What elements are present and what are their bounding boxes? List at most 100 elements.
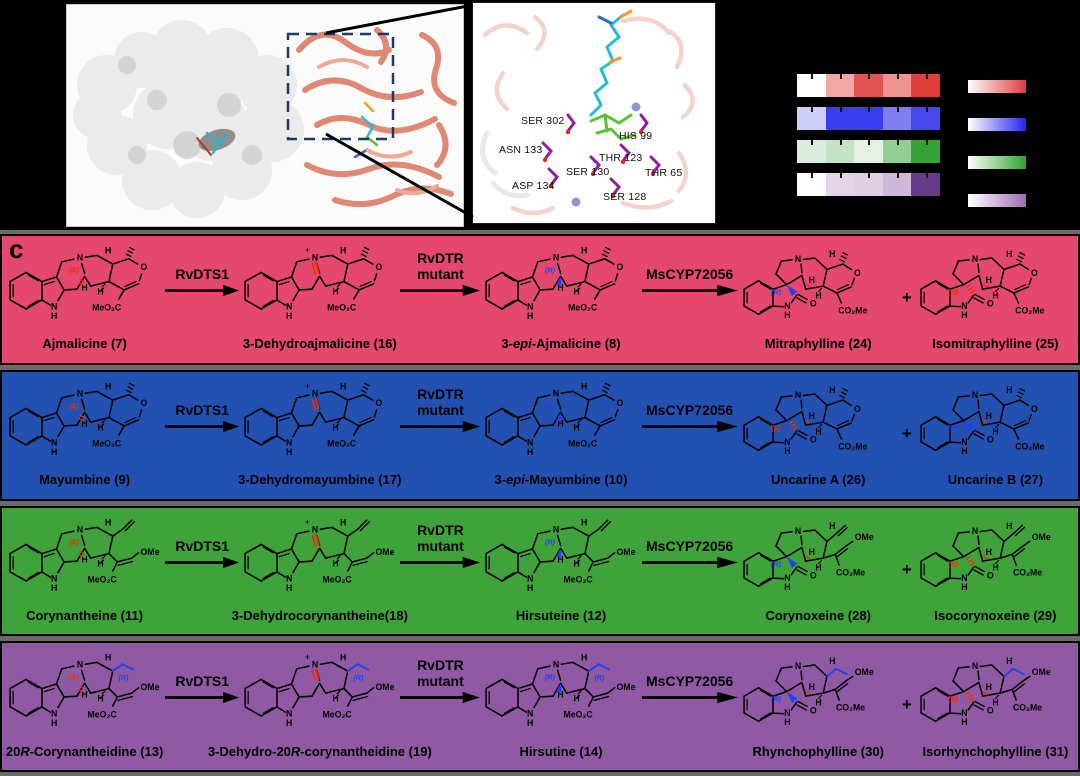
- svg-text:CO₂Me: CO₂Me: [836, 567, 865, 577]
- svg-text:OMe: OMe: [854, 667, 873, 677]
- svg-text:H: H: [81, 554, 87, 564]
- svg-text:(R): (R): [595, 673, 606, 682]
- reaction-arrow: RvDTR mutant: [400, 372, 481, 433]
- svg-text:(R): (R): [545, 673, 556, 682]
- svg-text:O: O: [376, 262, 383, 272]
- panel-c-rows: N H N H H (S) H O MeO₂C Ajmalicine (7) RvDTS1 N H N H H…: [0, 230, 1080, 776]
- reaction-row: N H N H H (S) H (R) OMe MeO₂C 20R-Corynantheidine …: [0, 641, 1080, 772]
- svg-text:H: H: [81, 283, 87, 293]
- svg-text:H: H: [286, 582, 292, 592]
- compound-name: Isocorynoxeine (29): [934, 607, 1057, 623]
- svg-text:N: N: [961, 572, 967, 582]
- svg-text:N: N: [784, 437, 790, 447]
- svg-text:N: N: [312, 252, 318, 262]
- active-site-graphic: [480, 9, 695, 216]
- buried-ligand-sticks: [205, 131, 227, 155]
- tick-mark: [868, 140, 871, 145]
- svg-text:H: H: [581, 653, 587, 663]
- svg-text:(S): (S): [948, 559, 958, 568]
- svg-text:H: H: [333, 287, 339, 297]
- svg-text:(S): (S): [948, 695, 958, 704]
- svg-text:H: H: [340, 381, 346, 391]
- svg-text:H: H: [97, 694, 103, 704]
- faint-ribbons: [482, 14, 695, 216]
- colorbar-blue: [966, 116, 1028, 133]
- compound: N H O (R) N H H H OMe CO₂Me Rhynchophylline (30): [738, 643, 899, 759]
- heatmap-cell: [882, 173, 912, 196]
- heatmap-cell: [797, 173, 826, 196]
- heatmap-cell: [854, 107, 883, 130]
- svg-text:H: H: [985, 411, 991, 421]
- svg-text:MeO₂C: MeO₂C: [564, 710, 594, 720]
- compound-name: Mitraphylline (24): [764, 336, 872, 352]
- svg-text:MeO₂C: MeO₂C: [568, 302, 598, 312]
- svg-text:H: H: [815, 698, 821, 708]
- svg-text:H: H: [829, 249, 835, 259]
- svg-text:N: N: [795, 525, 801, 535]
- panel-c-label: c: [9, 234, 24, 264]
- svg-text:O: O: [809, 570, 816, 580]
- svg-text:OMe: OMe: [854, 531, 873, 541]
- plus-sign: +: [901, 559, 912, 579]
- arrow-icon: [641, 285, 738, 297]
- svg-text:N: N: [553, 252, 559, 262]
- svg-text:MeO₂C: MeO₂C: [564, 574, 594, 584]
- heatmap-cell: [882, 107, 912, 130]
- svg-text:O: O: [1031, 404, 1038, 414]
- arrow-icon: [165, 285, 240, 297]
- compound: N H N H H + (R) OMe MeO₂C 3-Dehydro-20R-corynanth…: [208, 643, 432, 759]
- svg-text:MeO₂C: MeO₂C: [327, 438, 357, 448]
- residue-label: ASN 133: [499, 144, 543, 156]
- svg-text:O: O: [854, 268, 861, 278]
- svg-text:+: +: [305, 653, 310, 662]
- reaction-arrow: RvDTR mutant: [400, 236, 481, 297]
- compound: N H N H H (S) H OMe MeO₂C Corynantheine (11): [4, 508, 165, 623]
- svg-text:N: N: [527, 709, 533, 719]
- heatmap-cell: [825, 140, 855, 163]
- tick-mark: [811, 140, 814, 145]
- residue-label: HIS 99: [619, 130, 653, 142]
- svg-text:(R): (R): [545, 537, 556, 546]
- enzyme-label: RvDTR mutant: [417, 521, 464, 554]
- svg-text:N: N: [553, 660, 559, 670]
- svg-text:OMe: OMe: [1032, 531, 1051, 541]
- svg-text:N: N: [286, 573, 292, 583]
- svg-text:O: O: [809, 299, 816, 309]
- reaction-arrow: RvDTR mutant: [400, 508, 481, 569]
- colorbar-legend: [966, 78, 1028, 230]
- svg-text:O: O: [809, 434, 816, 444]
- svg-text:H: H: [784, 717, 790, 727]
- svg-text:O: O: [617, 398, 624, 408]
- svg-text:H: H: [1006, 249, 1012, 259]
- svg-text:H: H: [558, 418, 564, 428]
- residue-sticks: [541, 113, 661, 197]
- reaction-arrow: MsCYP72056: [641, 372, 738, 433]
- svg-text:(S): (S): [69, 537, 79, 546]
- heatmap-cell: [854, 74, 883, 97]
- svg-text:H: H: [286, 311, 292, 321]
- svg-text:H: H: [558, 554, 564, 564]
- heatmap-cell: [882, 74, 912, 97]
- compound-name: Ajmalicine (7): [42, 336, 127, 352]
- svg-text:H: H: [527, 582, 533, 592]
- svg-text:H: H: [784, 446, 790, 456]
- svg-text:N: N: [553, 388, 559, 398]
- enzyme-label: RvDTR mutant: [417, 250, 464, 283]
- arrow-icon: [400, 285, 481, 297]
- reaction-arrow: RvDTR mutant: [400, 643, 481, 704]
- colorbar-green: [966, 154, 1028, 171]
- svg-text:N: N: [286, 709, 292, 719]
- heatmap-legend: [795, 72, 942, 198]
- svg-text:O: O: [1031, 268, 1038, 278]
- plus-sign: +: [901, 695, 912, 715]
- residue-label: THR 65: [645, 167, 683, 179]
- residue-label: SER 302: [521, 115, 565, 127]
- svg-text:O: O: [987, 299, 994, 309]
- adenine-tip: [597, 15, 613, 25]
